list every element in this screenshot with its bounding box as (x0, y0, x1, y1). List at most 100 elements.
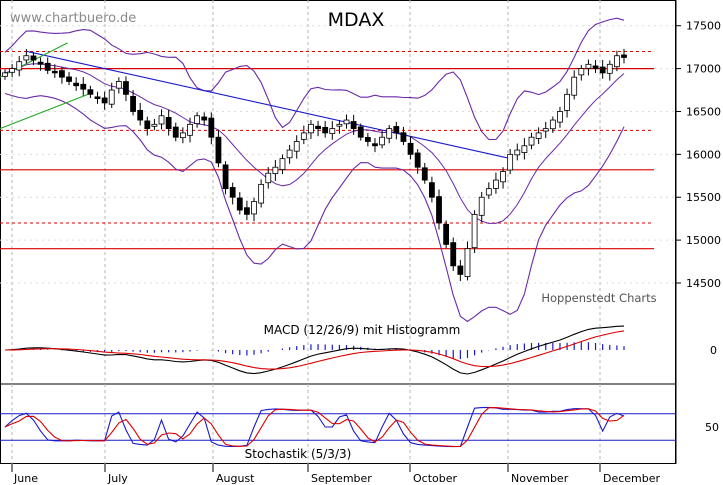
month-label: November (511, 472, 569, 485)
candle-body (329, 128, 336, 135)
candle-body (400, 132, 407, 142)
month-label: July (107, 472, 128, 485)
y-axis-tick-label: 15500 (686, 191, 721, 204)
candle-body (293, 141, 300, 152)
candle-body (44, 62, 51, 71)
month-label: December (603, 472, 661, 485)
month-label: September (311, 472, 372, 485)
candle-body (528, 136, 535, 146)
candle-body (336, 123, 343, 127)
candle-body (421, 167, 428, 181)
candle-body (500, 171, 506, 183)
stochastic-d-line (4, 407, 625, 448)
month-label: June (13, 472, 38, 485)
trendline (26, 50, 508, 159)
candle-body (51, 70, 58, 74)
candle-body (485, 188, 492, 196)
candle-body (16, 61, 23, 71)
candle-body (322, 126, 329, 134)
candle-body (471, 213, 478, 249)
candle-body (564, 93, 570, 111)
candle-body (443, 223, 450, 245)
candle-body (265, 172, 272, 184)
candle-body (123, 81, 129, 95)
candle-body (215, 136, 222, 164)
candle-body (571, 76, 578, 96)
candle-body (514, 149, 521, 156)
candle-body (30, 55, 37, 61)
candle-body (308, 123, 314, 134)
month-label: October (413, 472, 457, 485)
candle-body (364, 137, 371, 142)
candle-body (244, 207, 250, 215)
candle-body (535, 132, 542, 139)
candle-body (73, 82, 80, 87)
candle-body (37, 61, 44, 65)
candle-body (606, 63, 613, 74)
candle-body (108, 89, 115, 105)
x-axis-month-labels: June July August September October November De… (11, 464, 661, 485)
candle-body (585, 63, 592, 69)
candle-body (386, 128, 393, 139)
macd-signal-line (4, 330, 625, 370)
candle-body (2, 72, 8, 77)
gridlines (0, 0, 676, 464)
bollinger-upper (4, 17, 625, 141)
candle-body (179, 132, 186, 139)
y-axis-tick-label: 16000 (686, 148, 721, 161)
bollinger-lower (4, 92, 625, 323)
candle-body (279, 158, 286, 170)
candle-body (87, 89, 94, 95)
candle-body (208, 117, 215, 138)
candle-body (94, 96, 101, 100)
candle-body (372, 143, 378, 147)
candle-body (478, 196, 485, 216)
candle-body (414, 152, 421, 168)
candle-body (201, 116, 208, 121)
macd-line (4, 325, 625, 375)
candle-body (592, 65, 599, 70)
watermark: www.chartbuero.de (10, 11, 136, 26)
candle-body (115, 81, 122, 89)
candle-body (315, 125, 321, 130)
bollinger-bands (4, 17, 625, 323)
candle-body (194, 115, 201, 124)
candle-body (66, 76, 72, 82)
candle-body (542, 128, 549, 132)
candle-body (59, 70, 65, 78)
stochastic-panel (0, 406, 676, 448)
candle-body (187, 123, 193, 136)
candle-body (407, 142, 414, 155)
y-axis-tick-label: 15000 (686, 234, 721, 247)
candle-body (578, 68, 585, 76)
candle-body (521, 145, 528, 153)
candle-body (172, 126, 179, 138)
candle-body (80, 83, 87, 90)
candle-body (457, 265, 464, 275)
candle-body (613, 55, 620, 68)
candle-body (357, 126, 364, 138)
candle-body (144, 120, 151, 130)
macd-panel (4, 325, 625, 375)
y-axis-tick-label: 17500 (686, 20, 721, 33)
trendline (0, 93, 89, 130)
candlesticks (2, 48, 627, 282)
candle-body (258, 183, 265, 204)
bollinger-middle (4, 63, 625, 224)
candle-body (251, 201, 257, 215)
credit-label: Hoppenstedt Charts (541, 291, 656, 305)
candle-body (286, 149, 293, 159)
candle-body (393, 126, 400, 134)
candle-body (165, 116, 172, 130)
macd-label: MACD (12/26/9) mit Histogramm (264, 323, 461, 337)
candle-body (493, 179, 499, 189)
candle-body (300, 132, 307, 140)
candle-body (229, 187, 236, 198)
chart-frame (0, 0, 676, 464)
support-resistance-levels (0, 50, 654, 250)
candle-body (101, 97, 108, 104)
candle-body (137, 109, 144, 121)
macd-zero-label: 0 (710, 344, 717, 357)
candle-body (464, 248, 471, 277)
